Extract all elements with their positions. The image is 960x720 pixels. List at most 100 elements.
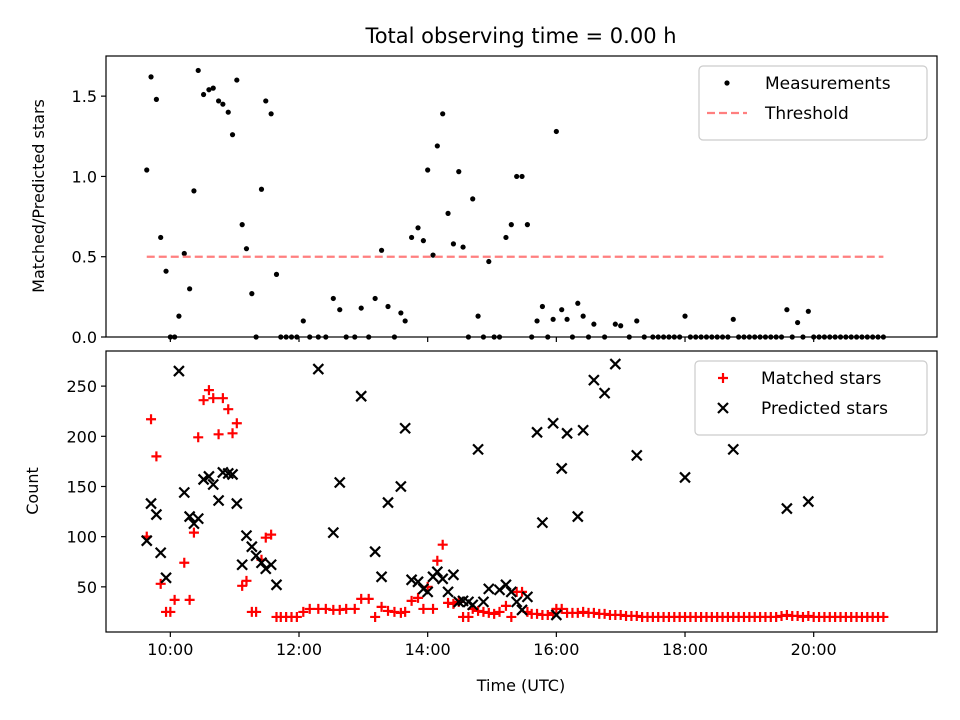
measurement-point (475, 313, 481, 319)
top-legend: Measurements Threshold (698, 65, 928, 141)
measurement-point (402, 318, 408, 324)
predicted-stars-point (630, 449, 643, 462)
measurement-point (486, 258, 492, 265)
predicted-stars-point (802, 495, 815, 508)
bottom-axes-frame (105, 350, 938, 633)
y-tick-label: 1.5 (72, 87, 97, 106)
matched-stars-point (169, 594, 180, 605)
measurement-point (434, 143, 440, 149)
y-tick-label: 1.0 (72, 167, 97, 186)
predicted-stars-point (547, 417, 559, 430)
matched-stars-point (208, 393, 219, 404)
measurement-point (682, 313, 688, 319)
predicted-stars-point (588, 374, 600, 386)
top-axes-frame (105, 55, 938, 338)
legend-label: Predicted stars (761, 399, 888, 419)
matched-stars-point (198, 395, 209, 406)
measurement-point (181, 250, 187, 257)
predicted-stars-point (231, 497, 243, 510)
matched-stars-point (213, 429, 224, 440)
measurement-point (553, 128, 559, 135)
measurement-point (358, 305, 364, 311)
predicted-stars-point (447, 569, 460, 581)
bottom-axes-counts: 10:00 12:00 14:00 16:00 18:00 20:00 50 100 150 20… (23, 350, 938, 695)
predicted-stars-point (472, 443, 484, 456)
measurement-point (440, 111, 446, 117)
predicted-stars-point (240, 529, 253, 542)
matched-stars-point (506, 611, 517, 622)
measurement-point (385, 303, 391, 310)
matched-stars-point (193, 432, 204, 443)
measurement-point (337, 307, 343, 313)
matched-stars-point (237, 580, 248, 591)
measurement-point (450, 241, 457, 247)
matched-stars-point (231, 418, 242, 429)
measurement-point (580, 313, 586, 319)
bottom-axes-ticks: 10:00 12:00 14:00 16:00 18:00 20:00 50 100 150 20… (66, 377, 836, 659)
predicted-stars-point (781, 502, 793, 515)
predicted-stars-point (192, 512, 204, 525)
predicted-stars-point (265, 558, 277, 571)
matched-stars-point (260, 532, 271, 543)
measurement-point (634, 318, 640, 324)
measurement-point (153, 96, 159, 102)
predicted-stars-point (436, 573, 449, 585)
matched-stars-point (188, 527, 199, 538)
measurement-point (148, 74, 154, 80)
measurement-point (805, 308, 811, 314)
predicted-stars-point (561, 427, 573, 440)
measurement-point (445, 210, 451, 216)
matched-stars-point (494, 606, 505, 617)
matched-stars-point (418, 603, 429, 614)
measurement-point (243, 246, 250, 252)
legend-label: Measurements (765, 74, 891, 94)
matched-stars-point (266, 529, 277, 540)
matched-stars-point (878, 611, 889, 622)
predicted-stars-point (312, 363, 325, 375)
matched-stars-point (223, 404, 234, 415)
matched-stars-point (146, 414, 157, 425)
predicted-stars-point (531, 426, 543, 439)
measurement-point (524, 222, 530, 228)
matched-stars-point (251, 606, 262, 617)
predicted-stars-point (500, 579, 512, 591)
predicted-stars-point (572, 510, 584, 523)
x-tick-label: 10:00 (147, 640, 193, 659)
predicted-stars-point (355, 390, 367, 402)
measurement-point (200, 91, 207, 98)
measurement-point (268, 111, 274, 117)
measurement-point (234, 77, 240, 83)
predicted-stars-point (431, 566, 444, 578)
measurement-point (163, 268, 169, 274)
measurement-point (176, 313, 182, 319)
measurement-point (795, 319, 801, 326)
predicted-stars-point (399, 422, 411, 435)
measurement-point (730, 316, 736, 322)
predicted-stars-point (173, 365, 185, 377)
measurement-point (575, 300, 581, 306)
measurement-point (618, 323, 624, 329)
matched-stars-point (165, 606, 176, 617)
y-tick-label: 50 (77, 578, 97, 597)
bottom-axes-marks (140, 358, 889, 622)
predicted-stars-point (505, 586, 518, 598)
predicted-stars-point (160, 572, 172, 584)
measurement-point (456, 169, 462, 175)
predicted-stars-point (246, 540, 258, 553)
measurement-point (220, 101, 226, 107)
matched-stars-point (349, 603, 360, 614)
matched-stars-point (428, 603, 439, 614)
predicted-stars-point (375, 571, 388, 583)
top-axes-matched-ratio: 0.0 0.5 1.0 1.5 Matched/Predicted stars Mea… (29, 55, 938, 347)
measurement-point (300, 318, 306, 324)
measurement-point (258, 186, 265, 192)
bottom-legend: Matched stars Predicted stars (694, 360, 928, 436)
measurement-point (239, 222, 245, 228)
predicted-stars-point (212, 494, 225, 507)
matched-stars-point (203, 385, 214, 396)
measurement-point (508, 222, 514, 228)
measurement-point (191, 188, 197, 194)
predicted-stars-point (333, 476, 346, 489)
legend-label: Threshold (764, 104, 849, 124)
measurement-point (408, 234, 415, 241)
